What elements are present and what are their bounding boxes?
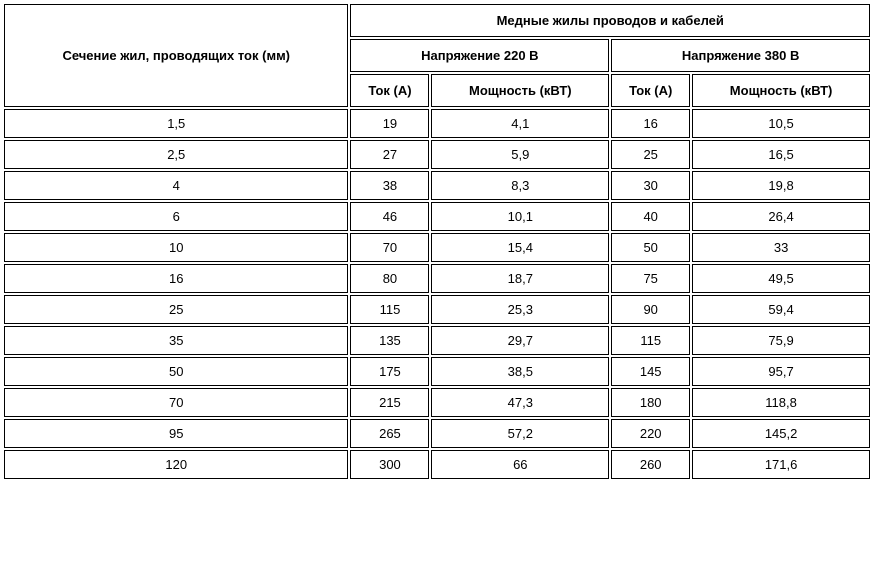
cell-current-220: 38 bbox=[350, 171, 429, 200]
cell-power-380: 171,6 bbox=[692, 450, 870, 479]
cell-current-220: 46 bbox=[350, 202, 429, 231]
cell-power-380: 26,4 bbox=[692, 202, 870, 231]
header-current-220: Ток (А) bbox=[350, 74, 429, 107]
cell-power-220: 47,3 bbox=[431, 388, 609, 417]
header-power-380: Мощность (кВТ) bbox=[692, 74, 870, 107]
cell-power-380: 75,9 bbox=[692, 326, 870, 355]
cell-power-380: 10,5 bbox=[692, 109, 870, 138]
table-body: 1,5194,11610,52,5275,92516,54388,33019,8… bbox=[4, 109, 870, 479]
cell-section: 10 bbox=[4, 233, 348, 262]
cell-power-380: 145,2 bbox=[692, 419, 870, 448]
table-row: 12030066260171,6 bbox=[4, 450, 870, 479]
cell-current-220: 265 bbox=[350, 419, 429, 448]
cell-current-380: 145 bbox=[611, 357, 690, 386]
table-row: 5017538,514595,7 bbox=[4, 357, 870, 386]
table-row: 2,5275,92516,5 bbox=[4, 140, 870, 169]
cell-power-220: 15,4 bbox=[431, 233, 609, 262]
table-row: 107015,45033 bbox=[4, 233, 870, 262]
cell-power-220: 4,1 bbox=[431, 109, 609, 138]
cell-current-380: 40 bbox=[611, 202, 690, 231]
cell-current-220: 70 bbox=[350, 233, 429, 262]
cell-section: 70 bbox=[4, 388, 348, 417]
header-section: Сечение жил, проводящих ток (мм) bbox=[4, 4, 348, 107]
cell-power-380: 118,8 bbox=[692, 388, 870, 417]
cable-sizing-table: Сечение жил, проводящих ток (мм) Медные … bbox=[2, 2, 872, 481]
cell-current-220: 215 bbox=[350, 388, 429, 417]
cell-current-220: 300 bbox=[350, 450, 429, 479]
table-row: 4388,33019,8 bbox=[4, 171, 870, 200]
table-row: 7021547,3180118,8 bbox=[4, 388, 870, 417]
cell-current-220: 80 bbox=[350, 264, 429, 293]
cell-power-220: 5,9 bbox=[431, 140, 609, 169]
cell-current-380: 25 bbox=[611, 140, 690, 169]
cell-power-380: 95,7 bbox=[692, 357, 870, 386]
cell-power-380: 59,4 bbox=[692, 295, 870, 324]
cell-power-220: 38,5 bbox=[431, 357, 609, 386]
table-row: 2511525,39059,4 bbox=[4, 295, 870, 324]
cell-section: 16 bbox=[4, 264, 348, 293]
cell-power-220: 29,7 bbox=[431, 326, 609, 355]
header-voltage-380: Напряжение 380 В bbox=[611, 39, 870, 72]
cell-section: 1,5 bbox=[4, 109, 348, 138]
cell-power-220: 66 bbox=[431, 450, 609, 479]
table-row: 64610,14026,4 bbox=[4, 202, 870, 231]
cell-current-220: 19 bbox=[350, 109, 429, 138]
cell-current-380: 16 bbox=[611, 109, 690, 138]
table-row: 1,5194,11610,5 bbox=[4, 109, 870, 138]
cell-section: 4 bbox=[4, 171, 348, 200]
cell-section: 2,5 bbox=[4, 140, 348, 169]
cell-current-380: 260 bbox=[611, 450, 690, 479]
cell-power-220: 25,3 bbox=[431, 295, 609, 324]
table-row: 168018,77549,5 bbox=[4, 264, 870, 293]
cell-section: 95 bbox=[4, 419, 348, 448]
cell-current-380: 30 bbox=[611, 171, 690, 200]
cell-current-220: 175 bbox=[350, 357, 429, 386]
header-current-380: Ток (А) bbox=[611, 74, 690, 107]
cell-current-380: 180 bbox=[611, 388, 690, 417]
cell-current-380: 220 bbox=[611, 419, 690, 448]
table-row: 9526557,2220145,2 bbox=[4, 419, 870, 448]
cell-power-220: 8,3 bbox=[431, 171, 609, 200]
cell-power-220: 18,7 bbox=[431, 264, 609, 293]
cell-current-380: 115 bbox=[611, 326, 690, 355]
cell-power-380: 49,5 bbox=[692, 264, 870, 293]
header-power-220: Мощность (кВТ) bbox=[431, 74, 609, 107]
cell-current-380: 75 bbox=[611, 264, 690, 293]
cell-section: 120 bbox=[4, 450, 348, 479]
header-top-group: Медные жилы проводов и кабелей bbox=[350, 4, 870, 37]
cell-section: 25 bbox=[4, 295, 348, 324]
cell-power-380: 16,5 bbox=[692, 140, 870, 169]
cell-power-220: 10,1 bbox=[431, 202, 609, 231]
cell-current-220: 135 bbox=[350, 326, 429, 355]
cell-current-220: 115 bbox=[350, 295, 429, 324]
cell-section: 35 bbox=[4, 326, 348, 355]
cell-section: 6 bbox=[4, 202, 348, 231]
cell-section: 50 bbox=[4, 357, 348, 386]
table-row: 3513529,711575,9 bbox=[4, 326, 870, 355]
cell-current-380: 50 bbox=[611, 233, 690, 262]
cell-power-220: 57,2 bbox=[431, 419, 609, 448]
cell-power-380: 33 bbox=[692, 233, 870, 262]
header-voltage-220: Напряжение 220 В bbox=[350, 39, 609, 72]
cell-power-380: 19,8 bbox=[692, 171, 870, 200]
cell-current-380: 90 bbox=[611, 295, 690, 324]
cell-current-220: 27 bbox=[350, 140, 429, 169]
